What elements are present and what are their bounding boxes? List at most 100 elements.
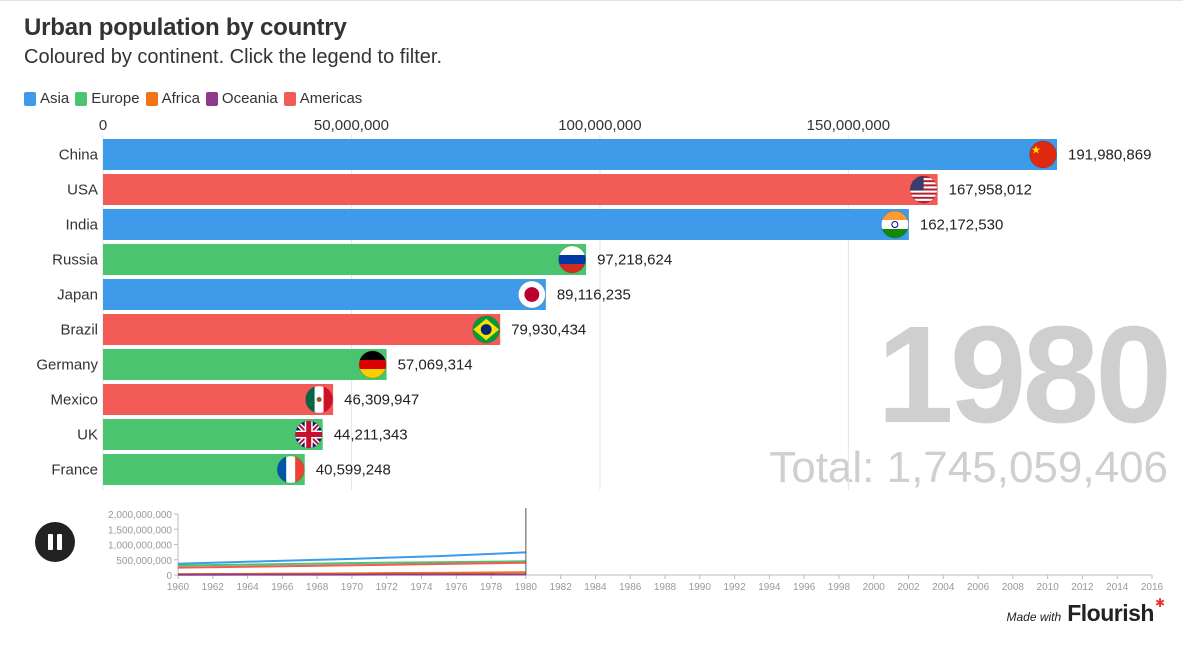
flag-fill — [295, 421, 323, 448]
year-watermark: 1980 — [877, 298, 1168, 452]
flag-part — [558, 264, 586, 273]
flag-fill — [518, 281, 546, 308]
flag-part — [910, 194, 938, 197]
flag-part — [295, 456, 305, 483]
value-label: 46,309,947 — [344, 392, 419, 409]
flag-outline — [517, 280, 546, 309]
india-flag — [880, 210, 909, 239]
flag-part — [480, 324, 492, 335]
country-label: India — [65, 217, 98, 234]
timeline-chart[interactable]: 0 500,000,000 1,000,000,000 1,500,000,000 2,… — [0, 500, 1183, 600]
axis-tick-label: 0 — [99, 117, 107, 134]
flag-outline — [294, 420, 323, 449]
chart-subtitle: Coloured by continent. Click the legend … — [24, 46, 443, 68]
legend-item-europe[interactable]: Europe — [75, 90, 140, 107]
flag-part — [910, 198, 938, 201]
bar-mexico — [103, 384, 334, 415]
legend-label: Africa — [161, 90, 200, 107]
timeline-x-tick-label: 2010 — [1037, 582, 1060, 593]
flag-fill — [359, 351, 387, 378]
legend-item-americas[interactable]: Americas — [283, 90, 363, 107]
germany-flag — [358, 350, 387, 379]
country-label: USA — [67, 182, 98, 199]
uk-flag — [294, 420, 323, 449]
legend: Asia Europe Africa Oceania Americas — [24, 90, 368, 107]
bar-russia — [103, 244, 587, 275]
chart-title: Urban population by country — [24, 14, 347, 41]
flag-outline — [909, 175, 938, 204]
legend-label: Oceania — [221, 90, 278, 107]
pause-icon — [57, 534, 62, 550]
value-label: 89,116,235 — [557, 287, 631, 304]
timeline-y-tick-label: 2,000,000,000 — [108, 510, 172, 521]
flag-part — [910, 200, 938, 203]
flag-part — [295, 432, 323, 437]
bar-china — [103, 139, 1057, 170]
country-label: UK — [77, 427, 98, 444]
timeline-x-tick-label: 1974 — [410, 582, 433, 593]
country-label: Brazil — [60, 322, 98, 339]
bar-brazil — [103, 314, 501, 345]
flag-part — [910, 190, 938, 193]
legend-label: Europe — [91, 90, 140, 107]
legend-swatch — [24, 91, 36, 106]
timeline-x-tick-label: 1972 — [376, 582, 399, 593]
flag-outline — [276, 455, 305, 484]
axis-tick-label: 100,000,000 — [558, 117, 641, 134]
flag-outline — [880, 210, 909, 239]
timeline-x-tick-label: 2000 — [863, 582, 886, 593]
legend-item-oceania[interactable]: Oceania — [205, 90, 278, 107]
legend-swatch — [145, 91, 158, 106]
made-with-text: Made with — [1006, 610, 1062, 624]
value-label: 167,958,012 — [949, 182, 1032, 199]
timeline-x-tick-label: 1978 — [480, 582, 503, 593]
timeline-x-tick-label: 1970 — [341, 582, 364, 593]
flag-fill — [558, 246, 586, 273]
flag-outline — [472, 315, 501, 344]
total-watermark: Total: 1,745,059,406 — [769, 443, 1168, 492]
made-with-flourish[interactable]: Made with Flourish ✱ — [1006, 596, 1166, 627]
legend-label: Asia — [40, 90, 70, 107]
timeline-y-tick-label: 500,000,000 — [116, 556, 172, 567]
country-label: Russia — [52, 252, 99, 269]
bar-uk — [103, 419, 323, 450]
axis-tick-label: 150,000,000 — [807, 117, 890, 134]
timeline-x-tick-label: 2016 — [1141, 582, 1164, 593]
flag-outline — [358, 350, 387, 379]
flag-part — [881, 220, 909, 229]
legend-label: Americas — [299, 90, 363, 107]
timeline-x-tick-label: 2012 — [1071, 582, 1094, 593]
brazil-flag — [472, 315, 501, 344]
pause-button[interactable] — [35, 522, 75, 562]
timeline-x-tick-label: 1966 — [271, 582, 294, 593]
timeline-x-tick-label: 1998 — [828, 582, 851, 593]
timeline-x-tick-label: 2002 — [897, 582, 920, 593]
flag-fill — [472, 316, 500, 343]
mexico-flag — [305, 385, 334, 414]
legend-item-africa[interactable]: Africa — [145, 90, 200, 107]
flag-part — [881, 211, 909, 220]
japan-flag — [517, 280, 546, 309]
timeline-x-tick-label: 1968 — [306, 582, 329, 593]
timeline-x-tick-label: 1960 — [167, 582, 190, 593]
timeline-x-tick-label: 1984 — [584, 582, 607, 593]
flag-part — [910, 196, 938, 199]
flag-part — [558, 255, 586, 264]
bar-germany — [103, 349, 387, 380]
value-label: 191,980,869 — [1068, 147, 1151, 164]
country-label: China — [59, 147, 99, 164]
legend-item-asia[interactable]: Asia — [24, 90, 69, 107]
timeline-y-tick-label: 1,000,000,000 — [108, 541, 172, 552]
flag-part — [1029, 141, 1057, 168]
value-label: 57,069,314 — [398, 357, 473, 374]
timeline-x-tick-label: 1996 — [793, 582, 816, 593]
axis-tick-label: 50,000,000 — [314, 117, 389, 134]
country-label: Mexico — [50, 392, 98, 409]
bar-usa — [103, 174, 938, 205]
value-label: 162,172,530 — [920, 217, 1003, 234]
top-divider — [0, 0, 1183, 1]
flag-fill — [910, 176, 938, 203]
timeline-x-tick-label: 1986 — [619, 582, 642, 593]
country-label: Japan — [57, 287, 98, 304]
timeline-x-tick-label: 2014 — [1106, 582, 1129, 593]
